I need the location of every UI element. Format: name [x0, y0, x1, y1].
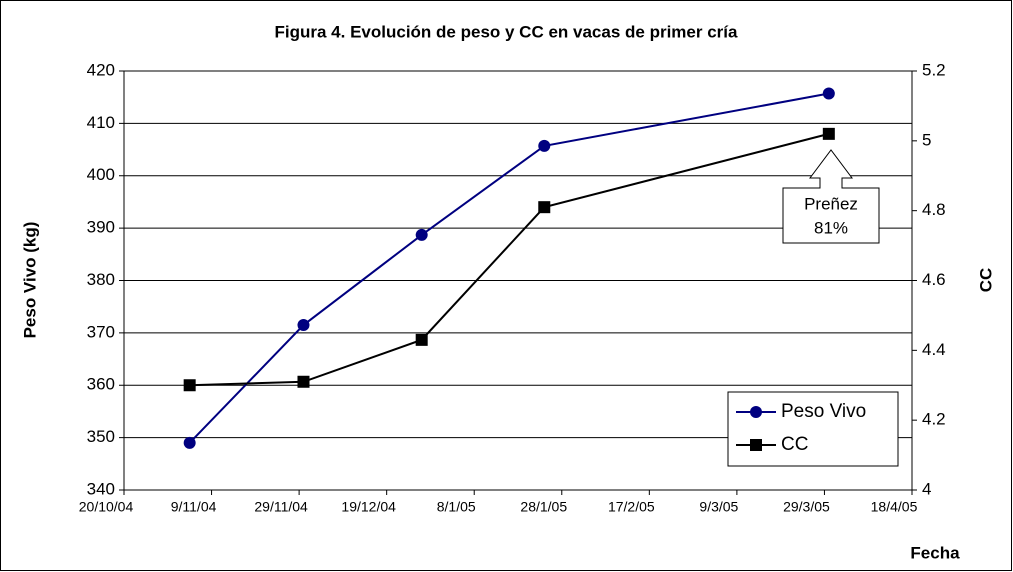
- annotation: Preñez 81%: [782, 149, 880, 244]
- y-tick-label: 370: [87, 322, 115, 341]
- y-tick-label: 400: [87, 165, 115, 184]
- marker: [822, 127, 835, 140]
- legend-box: [727, 391, 899, 467]
- x-tick-label: 17/2/05: [608, 499, 655, 515]
- annotation-box: [782, 149, 880, 244]
- x-tick-label: 9/3/05: [699, 499, 738, 515]
- x-tick-label: 29/3/05: [783, 499, 830, 515]
- annotation-text: 81%: [814, 218, 848, 237]
- marker: [538, 139, 551, 152]
- legend-label: Peso Vivo: [781, 401, 866, 422]
- y2-tick-label: 4.2: [922, 410, 946, 429]
- x-tick-label: 19/12/04: [341, 499, 396, 515]
- marker: [415, 333, 428, 346]
- x-tick-label: 18/4/05: [871, 499, 918, 515]
- y2-tick-label: 4: [922, 479, 931, 498]
- x-tick-label: 29/11/04: [254, 499, 308, 515]
- y-tick-label: 390: [87, 218, 115, 237]
- y2-tick-label: 5.2: [922, 60, 946, 79]
- marker: [415, 228, 428, 241]
- y2-tick-label: 4.8: [922, 200, 946, 219]
- annotation-text: Preñez: [804, 194, 858, 213]
- y-tick-label: 350: [87, 427, 115, 446]
- marker: [183, 436, 196, 449]
- marker: [297, 319, 310, 332]
- marker: [297, 375, 310, 388]
- y-tick-label: 420: [87, 60, 115, 79]
- marker: [822, 87, 835, 100]
- x-tick-label: 28/1/05: [520, 499, 567, 515]
- marker: [750, 406, 762, 418]
- marker: [750, 439, 762, 451]
- y2-axis-label: CC: [976, 268, 995, 293]
- x-tick-label: 8/1/05: [437, 499, 476, 515]
- y-tick-label: 340: [87, 479, 115, 498]
- y-tick-label: 410: [87, 113, 115, 132]
- y2-tick-label: 4.4: [922, 340, 946, 359]
- legend-label: CC: [781, 434, 808, 455]
- x-tick-label: 20/10/04: [79, 499, 134, 515]
- y2-tick-label: 5: [922, 130, 931, 149]
- x-tick-label: 9/11/04: [171, 499, 217, 515]
- x-axis-label: Fecha: [910, 543, 960, 562]
- marker: [538, 201, 551, 214]
- y-axis-label: Peso Vivo (kg): [20, 222, 39, 339]
- marker: [183, 379, 196, 392]
- y-tick-label: 380: [87, 270, 115, 289]
- y2-tick-label: 4.6: [922, 270, 946, 289]
- y-tick-label: 360: [87, 375, 115, 394]
- chart-title: Figura 4. Evolución de peso y CC en vaca…: [275, 22, 738, 41]
